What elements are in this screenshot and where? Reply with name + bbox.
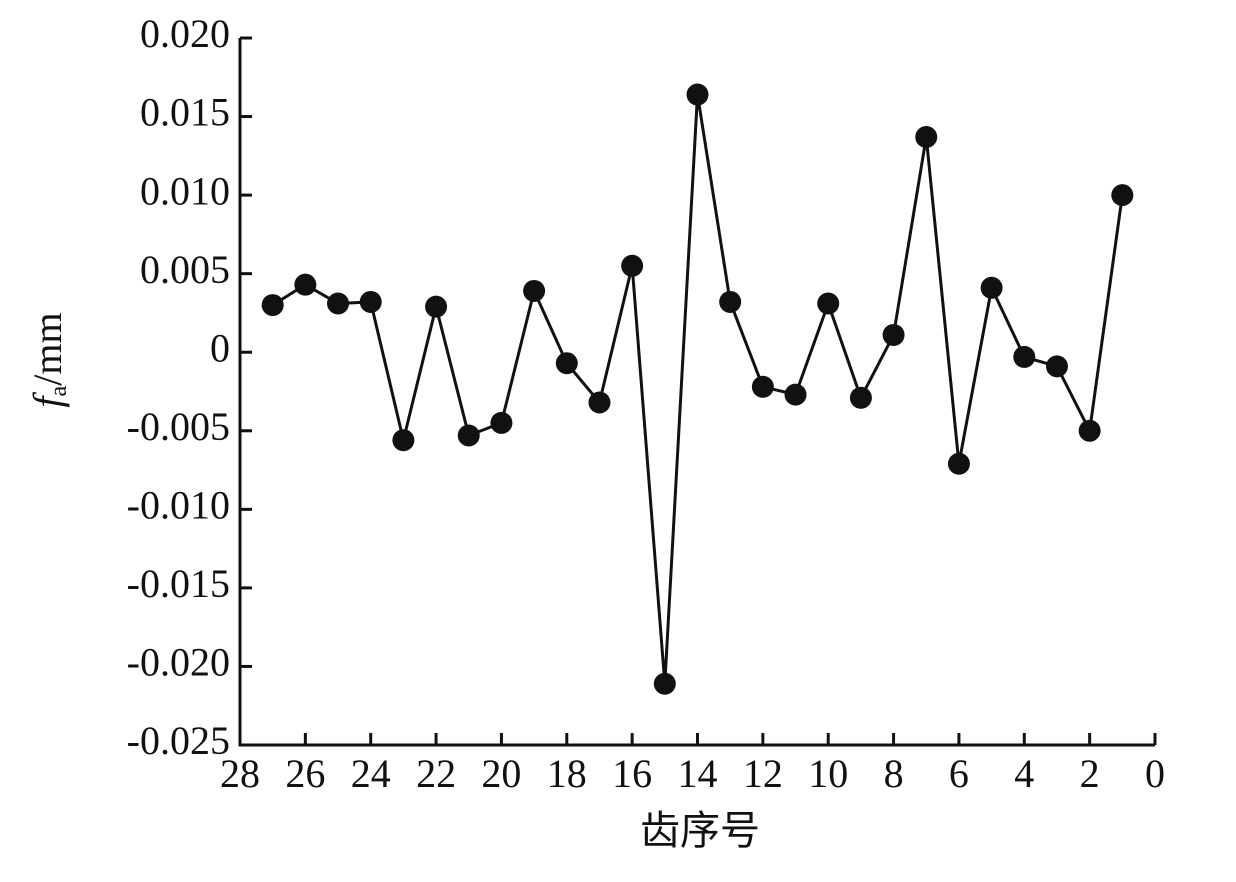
data-point [621,254,644,277]
y-label-subscript: a [46,385,72,396]
x-tick-label: 12 [743,751,783,796]
data-line [271,94,1124,684]
x-tick-label: 6 [949,751,969,796]
y-tick-label: -0.025 [127,718,230,763]
y-tick-label: -0.010 [127,483,230,528]
y-tick-label: -0.005 [127,404,230,449]
x-axis-label: 齿序号 [640,808,760,853]
data-point [261,294,284,317]
y-tick-label: 0 [210,325,230,370]
data-point [1111,184,1134,207]
y-tick-label: -0.015 [127,561,230,606]
data-point [1078,419,1101,442]
x-tick-label: 10 [808,751,848,796]
data-point [555,352,578,375]
x-tick-label: 0 [1145,751,1165,796]
x-tick-label: 26 [285,751,325,796]
y-tick-label: -0.020 [127,640,230,685]
data-point [686,83,709,106]
data-point [653,672,676,695]
axes [238,38,1155,747]
data-point [490,411,513,434]
x-tick-label: 4 [1014,751,1034,796]
y-label-unit: /mm [25,312,70,385]
y-tick-label: 0.010 [140,168,230,213]
x-tick-label: 18 [547,751,587,796]
data-point [751,375,774,398]
data-point [359,290,382,313]
y-tick-label: 0.015 [140,90,230,135]
x-tick-label: 22 [416,751,456,796]
data-point [784,383,807,406]
data-point [425,295,448,318]
data-point [392,429,415,452]
x-tick-label: 28 [220,751,260,796]
x-tick-label: 24 [351,751,391,796]
x-tick-label: 14 [678,751,718,796]
x-tick-label: 8 [884,751,904,796]
data-point [294,273,317,296]
y-tick-label: 0.005 [140,247,230,292]
y-tick-label: 0.020 [140,11,230,56]
data-point [882,323,905,346]
data-point [327,292,350,315]
data-point [915,125,938,148]
data-point [523,279,546,302]
x-tick-label: 20 [481,751,521,796]
data-point [1045,355,1068,378]
data-point [1013,345,1036,368]
data-point [817,292,840,315]
data-point [849,386,872,409]
data-point [947,452,970,475]
data-point [588,391,611,414]
data-point [980,276,1003,299]
x-tick-label: 16 [612,751,652,796]
x-tick-label: 2 [1080,751,1100,796]
data-point [719,290,742,313]
data-point [457,424,480,447]
y-axis-label: fa/mm [25,312,71,407]
